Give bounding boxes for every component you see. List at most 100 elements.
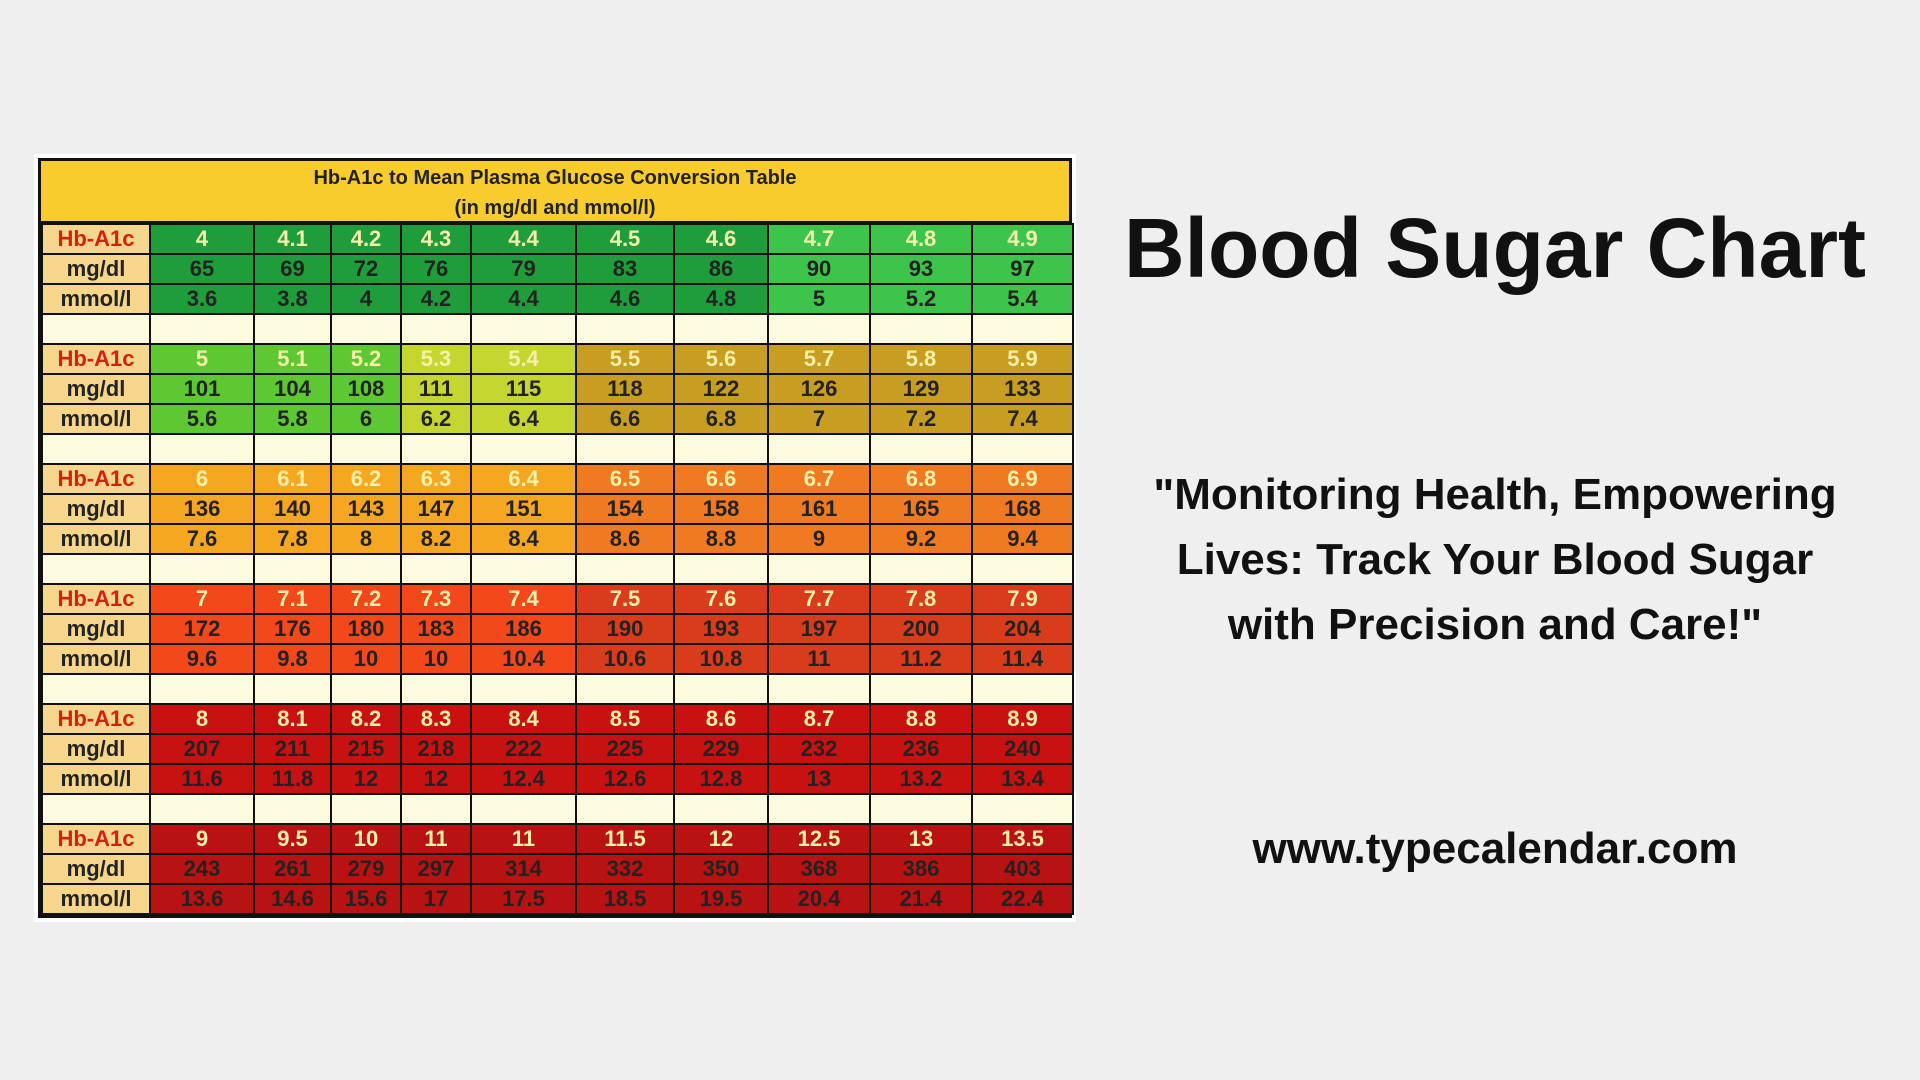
value-cell: 12.4: [470, 763, 577, 795]
blank-cell: [149, 793, 255, 825]
value-cell: 108: [330, 373, 402, 405]
value-cell: 11.2: [869, 643, 973, 675]
value-cell: 7.1: [253, 583, 332, 615]
value-cell: 13.6: [149, 883, 255, 915]
value-cell: 13.4: [971, 763, 1074, 795]
value-cell: 6.9: [971, 463, 1074, 495]
value-cell: 6.8: [673, 403, 769, 435]
hba1c-row: Hb-A1c 6 6.1 6.2 6.3 6.4 6.5 6.6 6.7 6.8 6.9: [41, 463, 1074, 495]
blank-cell: [971, 673, 1074, 705]
value-cell: 6.4: [470, 463, 577, 495]
value-cell: 9.6: [149, 643, 255, 675]
blank-cell: [149, 313, 255, 345]
blank-cell: [400, 553, 472, 585]
value-cell: 176: [253, 613, 332, 645]
value-cell: 5.7: [767, 343, 871, 375]
value-cell: 8: [149, 703, 255, 735]
blank-cell: [767, 553, 871, 585]
value-cell: 151: [470, 493, 577, 525]
value-cell: 8.2: [400, 523, 472, 555]
value-cell: 104: [253, 373, 332, 405]
value-cell: 115: [470, 373, 577, 405]
value-cell: 3.8: [253, 283, 332, 315]
value-cell: 5.3: [400, 343, 472, 375]
blank-cell: [575, 553, 675, 585]
value-cell: 11: [767, 643, 871, 675]
value-cell: 65: [149, 253, 255, 285]
value-cell: 9: [149, 823, 255, 855]
tagline: "Monitoring Health, Empowering Lives: Tr…: [1110, 462, 1880, 657]
spacer-row: [41, 673, 1074, 705]
value-cell: 5.5: [575, 343, 675, 375]
blank-cell: [470, 553, 577, 585]
value-cell: 147: [400, 493, 472, 525]
blank-cell: [149, 553, 255, 585]
hba1c-row: Hb-A1c 8 8.1 8.2 8.3 8.4 8.5 8.6 8.7 8.8 8.9: [41, 703, 1074, 735]
value-cell: 10.4: [470, 643, 577, 675]
value-cell: 4.8: [869, 223, 973, 255]
value-cell: 7.9: [971, 583, 1074, 615]
value-cell: 6: [149, 463, 255, 495]
blank-cell: [149, 673, 255, 705]
value-cell: 7: [149, 583, 255, 615]
value-cell: 90: [767, 253, 871, 285]
value-cell: 9.2: [869, 523, 973, 555]
value-cell: 13: [869, 823, 973, 855]
row-label: mg/dl: [41, 493, 151, 525]
row-label: mg/dl: [41, 253, 151, 285]
value-cell: 180: [330, 613, 402, 645]
value-cell: 207: [149, 733, 255, 765]
blank-cell: [41, 673, 151, 705]
value-cell: 11.5: [575, 823, 675, 855]
blank-cell: [400, 793, 472, 825]
value-cell: 403: [971, 853, 1074, 885]
value-cell: 8: [330, 523, 402, 555]
value-cell: 12: [673, 823, 769, 855]
blank-cell: [673, 673, 769, 705]
value-cell: 12: [330, 763, 402, 795]
row-label: mmol/l: [41, 883, 151, 915]
value-cell: 11: [400, 823, 472, 855]
row-label: Hb-A1c: [41, 223, 151, 255]
value-cell: 6.1: [253, 463, 332, 495]
blank-cell: [767, 313, 871, 345]
value-cell: 243: [149, 853, 255, 885]
value-cell: 172: [149, 613, 255, 645]
spacer-row: [41, 553, 1074, 585]
blank-cell: [575, 793, 675, 825]
value-cell: 4.2: [330, 223, 402, 255]
blank-cell: [869, 673, 973, 705]
value-cell: 8.1: [253, 703, 332, 735]
blank-cell: [330, 673, 402, 705]
value-cell: 8.2: [330, 703, 402, 735]
value-cell: 12: [400, 763, 472, 795]
hba1c-row: Hb-A1c 4 4.1 4.2 4.3 4.4 4.5 4.6 4.7 4.8 4.9: [41, 223, 1074, 255]
headline: Blood Sugar Chart: [1123, 201, 1866, 295]
value-cell: 6.6: [673, 463, 769, 495]
value-cell: 101: [149, 373, 255, 405]
value-cell: 314: [470, 853, 577, 885]
value-cell: 11.8: [253, 763, 332, 795]
blank-cell: [41, 553, 151, 585]
value-cell: 5.6: [149, 403, 255, 435]
value-cell: 211: [253, 733, 332, 765]
blank-cell: [253, 793, 332, 825]
value-cell: 12.5: [767, 823, 871, 855]
value-cell: 7.6: [673, 583, 769, 615]
tagline-line: "Monitoring Health, Empowering: [1153, 470, 1837, 519]
mmol-row: mmol/l 13.6 14.6 15.6 17 17.5 18.5 19.5 20.4 21.4…: [41, 883, 1074, 915]
value-cell: 368: [767, 853, 871, 885]
value-cell: 190: [575, 613, 675, 645]
tagline-line: with Precision and Care!": [1227, 600, 1763, 649]
value-cell: 225: [575, 733, 675, 765]
blank-cell: [767, 673, 871, 705]
value-cell: 83: [575, 253, 675, 285]
value-cell: 10.8: [673, 643, 769, 675]
value-cell: 204: [971, 613, 1074, 645]
value-cell: 236: [869, 733, 973, 765]
value-cell: 5.1: [253, 343, 332, 375]
value-cell: 5.2: [330, 343, 402, 375]
value-cell: 5.8: [253, 403, 332, 435]
table-header: Hb-A1c to Mean Plasma Glucose Conversion…: [41, 161, 1069, 223]
blank-cell: [971, 793, 1074, 825]
